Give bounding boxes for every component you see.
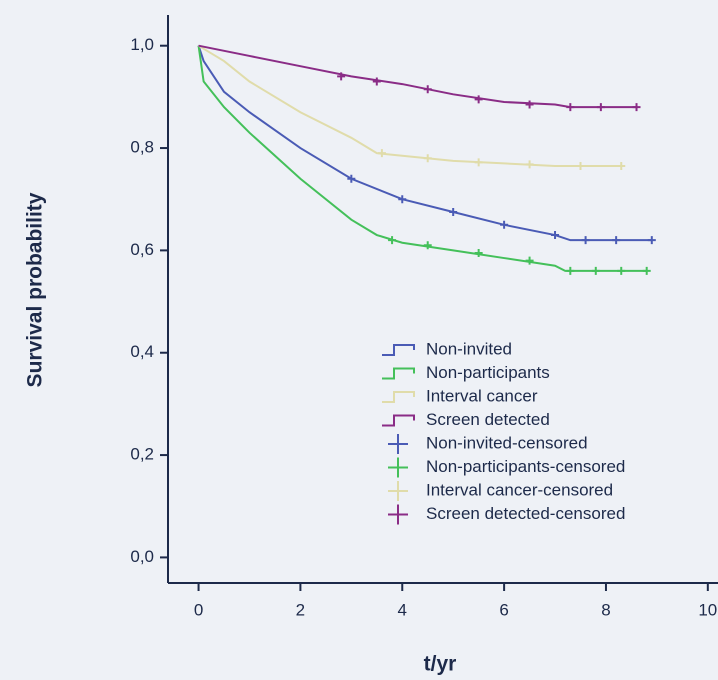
censor-mark [474, 158, 483, 167]
x-tick-label: 8 [601, 600, 610, 619]
censor-mark [449, 208, 458, 217]
legend-swatch [382, 391, 415, 403]
censor-mark [423, 241, 432, 250]
legend-label: Interval cancer-censored [426, 480, 613, 499]
censor-mark [612, 236, 621, 245]
censor-mark [642, 266, 651, 275]
censor-mark [500, 220, 509, 229]
x-tick-label: 10 [698, 600, 717, 619]
legend-label: Non-participants [426, 363, 550, 382]
legend-label: Interval cancer [426, 386, 538, 405]
censor-mark [617, 266, 626, 275]
censor-mark [474, 95, 483, 104]
x-tick-label: 0 [194, 600, 203, 619]
x-tick-label: 2 [296, 600, 305, 619]
legend-label: Non-invited-censored [426, 433, 588, 452]
y-tick-label: 1,0 [130, 35, 154, 54]
legend-swatch [388, 481, 408, 501]
censor-mark [525, 100, 534, 109]
censor-mark [398, 195, 407, 204]
x-tick-label: 6 [499, 600, 508, 619]
y-tick-label: 0,8 [130, 138, 154, 157]
censor-mark [423, 85, 432, 94]
legend-swatch [388, 434, 408, 454]
legend-swatch [382, 344, 415, 356]
y-tick-label: 0,4 [130, 342, 154, 361]
legend-label: Screen detected [426, 410, 550, 429]
censor-mark [647, 236, 656, 245]
censor-mark [337, 72, 346, 81]
censor-mark [388, 236, 397, 245]
survival-curve [197, 45, 647, 272]
censor-mark [566, 103, 575, 112]
censor-mark [596, 103, 605, 112]
legend-swatch [388, 457, 408, 478]
legend-swatch [382, 414, 415, 427]
censor-mark [525, 256, 534, 265]
censor-mark [632, 103, 641, 112]
censor-mark [581, 236, 590, 245]
censor-mark [423, 154, 432, 163]
y-tick-label: 0,2 [130, 445, 154, 464]
legend-swatch [382, 367, 415, 380]
y-tick-label: 0,6 [130, 240, 154, 259]
censor-mark [566, 266, 575, 275]
legend-label: Non-invited [426, 339, 512, 358]
x-axis-title: t/yr [424, 653, 457, 676]
y-tick-label: 0,0 [130, 547, 154, 566]
legend-label: Non-participants-censored [426, 457, 625, 476]
y-axis-title: Survival probability [24, 192, 47, 387]
legend-label: Screen detected-censored [426, 504, 625, 523]
censor-mark [377, 149, 386, 158]
x-tick-label: 4 [398, 600, 407, 619]
survival-curve [198, 44, 622, 167]
censor-mark [474, 248, 483, 257]
censor-mark [617, 161, 626, 170]
censor-mark [551, 231, 560, 240]
censor-mark [347, 174, 356, 183]
censor-mark [525, 160, 534, 169]
censor-mark [576, 161, 585, 170]
legend-swatch [388, 504, 408, 525]
censor-mark [372, 77, 381, 86]
censor-mark [591, 266, 600, 275]
